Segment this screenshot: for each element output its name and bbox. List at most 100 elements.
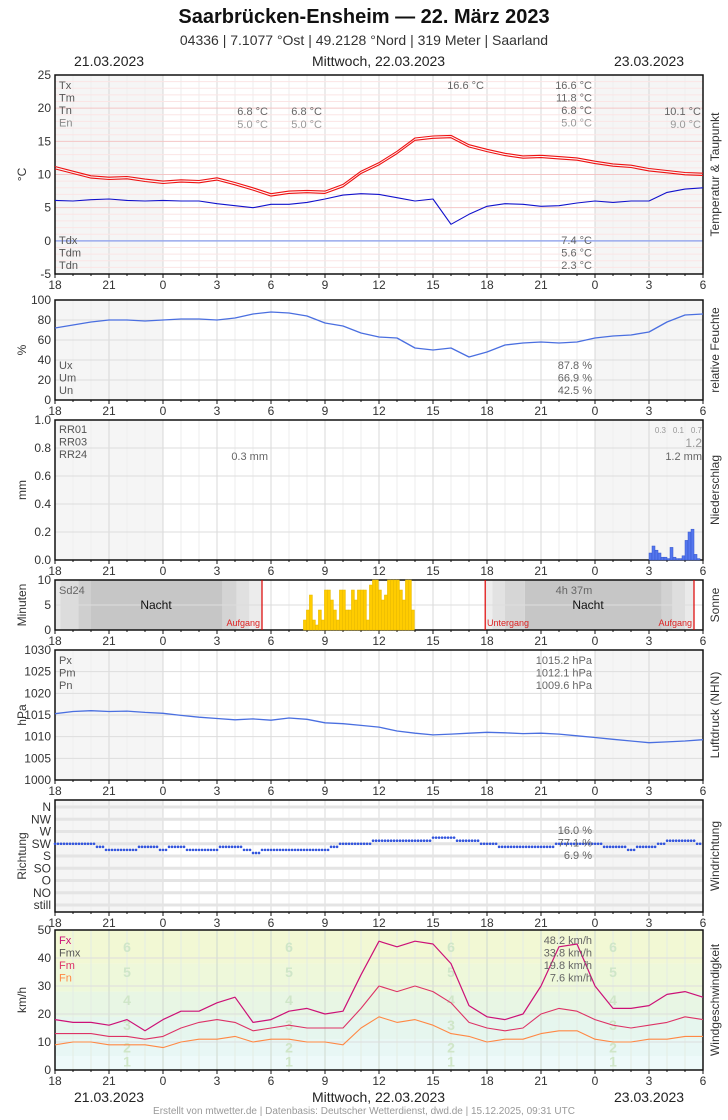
wind-dir-point <box>536 845 540 849</box>
legend-entry: Tn <box>59 105 72 117</box>
wind-dir-point <box>137 845 141 849</box>
wind-dir-point <box>377 839 381 842</box>
chart-label: 1009.6 hPa <box>536 680 593 692</box>
sunshine-bar <box>351 589 355 631</box>
wind-dir-point <box>113 848 117 852</box>
wind-dir-point <box>428 839 432 842</box>
y-tick-label: 10 <box>38 1035 52 1049</box>
legend-entry: Sd24 <box>59 585 85 597</box>
x-tick-label: 3 <box>646 1074 653 1088</box>
wind-dir-point <box>65 842 69 846</box>
legend-entry: RR03 <box>59 437 87 449</box>
wind-dir-point <box>275 848 279 852</box>
y-tick-label: 40 <box>38 951 52 965</box>
x-tick-label: 18 <box>48 916 62 930</box>
x-tick-label: 6 <box>700 404 707 418</box>
x-tick-label: 12 <box>372 634 386 648</box>
sunshine-bar <box>342 589 346 631</box>
date-right-bottom: 23.03.2023 <box>614 1089 685 1105</box>
sunshine-bar <box>330 599 334 631</box>
chart-label: 0.3 <box>655 426 667 435</box>
wind-dir-point <box>380 839 384 842</box>
wind-dir-point <box>86 842 90 846</box>
chart-label: 42.5 % <box>558 385 592 397</box>
x-tick-label: 3 <box>214 784 221 798</box>
wind-dir-point <box>272 848 276 852</box>
legend-entry: Fx <box>59 935 72 947</box>
wind-dir-point <box>482 842 486 846</box>
wind-dir-point <box>371 839 375 842</box>
x-tick-label: 18 <box>48 1074 62 1088</box>
wind-dir-point <box>293 848 297 852</box>
x-tick-label: 21 <box>534 1074 548 1088</box>
wind-dir-point <box>452 836 456 839</box>
wind-dir-point <box>533 845 537 849</box>
wind-dir-point <box>440 836 444 839</box>
wind-dir-point <box>626 848 630 852</box>
x-tick-label: 3 <box>646 916 653 930</box>
temperature-line <box>54 134 704 195</box>
wind-dir-point <box>575 842 579 846</box>
x-tick-label: 6 <box>268 564 275 578</box>
wind-dir-point <box>434 836 438 839</box>
chart-label: 1012.1 hPa <box>536 668 593 680</box>
wind-dir-point <box>479 842 483 846</box>
sunshine-bar <box>372 579 376 631</box>
wind-dir-point <box>470 839 474 842</box>
y-tick-label: 50 <box>38 923 52 937</box>
wind-dir-point <box>602 845 606 849</box>
precip-bar <box>669 547 674 561</box>
wind-dir-point <box>476 839 480 842</box>
sunshine-bar <box>327 589 331 631</box>
chart-label: 11.8 °C <box>556 93 592 105</box>
wind-dir-point <box>500 845 504 849</box>
wind-dir-point <box>89 842 93 846</box>
chart-label: 7.4 °C <box>561 235 592 247</box>
x-tick-label: 0 <box>592 784 599 798</box>
sunshine-bar <box>309 594 313 631</box>
precip-bar <box>678 558 683 561</box>
y-tick-label: 5 <box>44 598 51 612</box>
sunshine-bar <box>348 609 352 631</box>
x-tick-label: 21 <box>102 564 116 578</box>
wind-dir-point <box>473 839 477 842</box>
sunshine-bar <box>402 599 406 631</box>
wind-dir-point <box>545 845 549 849</box>
wind-dir-point <box>443 836 447 839</box>
chart-label: 5.6 °C <box>561 248 592 260</box>
y-axis-label: mm <box>15 480 29 500</box>
x-tick-label: 0 <box>592 916 599 930</box>
x-tick-label: 6 <box>268 404 275 418</box>
legend-entry: Fn <box>59 973 72 985</box>
wind-dir-point <box>662 842 666 846</box>
chart-label: 1015.2 hPa <box>536 655 593 667</box>
y-axis-label: Minuten <box>15 584 29 627</box>
x-tick-label: 12 <box>372 916 386 930</box>
chart-label: 2.3 °C <box>561 260 592 272</box>
y-tick-label: 10 <box>38 168 52 182</box>
wind-dir-point <box>524 845 528 849</box>
x-tick-label: 6 <box>268 1074 275 1088</box>
legend-entry: RR01 <box>59 424 87 436</box>
y-tick-label: O <box>42 874 51 888</box>
wind-dir-point <box>464 839 468 842</box>
wind-dir-point <box>659 842 663 846</box>
x-tick-label: 3 <box>646 278 653 292</box>
wind-dir-point <box>638 845 642 849</box>
wind-dir-point <box>140 845 144 849</box>
sunshine-bar <box>393 579 397 631</box>
sunshine-bar <box>357 589 361 631</box>
wind-dir-point <box>254 851 258 855</box>
precip-bar <box>681 555 686 561</box>
wind-dir-point <box>143 845 147 849</box>
beaufort-label: 2 <box>609 1040 617 1056</box>
x-tick-label: 6 <box>268 278 275 292</box>
wind-dir-point <box>77 842 81 846</box>
wind-dir-point <box>521 845 525 849</box>
wind-dir-point <box>653 845 657 849</box>
sunshine-bar <box>360 589 364 631</box>
wind-dir-point <box>383 839 387 842</box>
x-tick-label: 0 <box>592 634 599 648</box>
x-tick-label: 18 <box>480 404 494 418</box>
sunset-label: Untergang <box>487 618 529 628</box>
